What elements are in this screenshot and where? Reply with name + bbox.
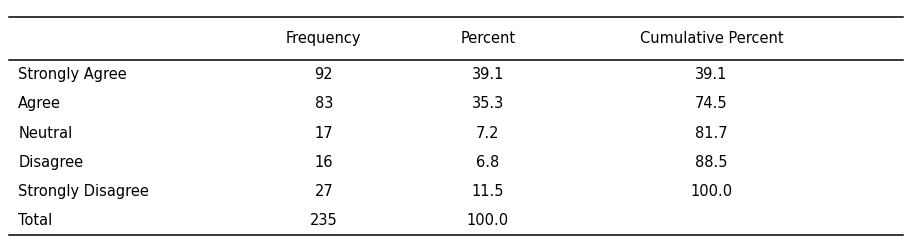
Text: 100.0: 100.0 bbox=[690, 184, 732, 199]
Text: 39.1: 39.1 bbox=[471, 67, 504, 82]
Text: Agree: Agree bbox=[18, 96, 61, 111]
Text: 7.2: 7.2 bbox=[476, 125, 499, 140]
Text: 35.3: 35.3 bbox=[471, 96, 504, 111]
Text: 81.7: 81.7 bbox=[694, 125, 727, 140]
Text: Percent: Percent bbox=[460, 31, 515, 46]
Text: Strongly Agree: Strongly Agree bbox=[18, 67, 127, 82]
Text: 6.8: 6.8 bbox=[476, 155, 499, 170]
Text: 27: 27 bbox=[314, 184, 333, 199]
Text: 88.5: 88.5 bbox=[694, 155, 727, 170]
Text: 17: 17 bbox=[314, 125, 333, 140]
Text: 11.5: 11.5 bbox=[471, 184, 504, 199]
Text: Strongly Disagree: Strongly Disagree bbox=[18, 184, 149, 199]
Text: Cumulative Percent: Cumulative Percent bbox=[639, 31, 783, 46]
Text: 83: 83 bbox=[314, 96, 333, 111]
Text: 16: 16 bbox=[314, 155, 333, 170]
Text: 100.0: 100.0 bbox=[466, 213, 508, 228]
Text: Total: Total bbox=[18, 213, 53, 228]
Text: Disagree: Disagree bbox=[18, 155, 83, 170]
Text: 39.1: 39.1 bbox=[694, 67, 727, 82]
Text: Neutral: Neutral bbox=[18, 125, 72, 140]
Text: 235: 235 bbox=[310, 213, 337, 228]
Text: Frequency: Frequency bbox=[286, 31, 361, 46]
Text: 92: 92 bbox=[314, 67, 333, 82]
Text: 74.5: 74.5 bbox=[694, 96, 727, 111]
